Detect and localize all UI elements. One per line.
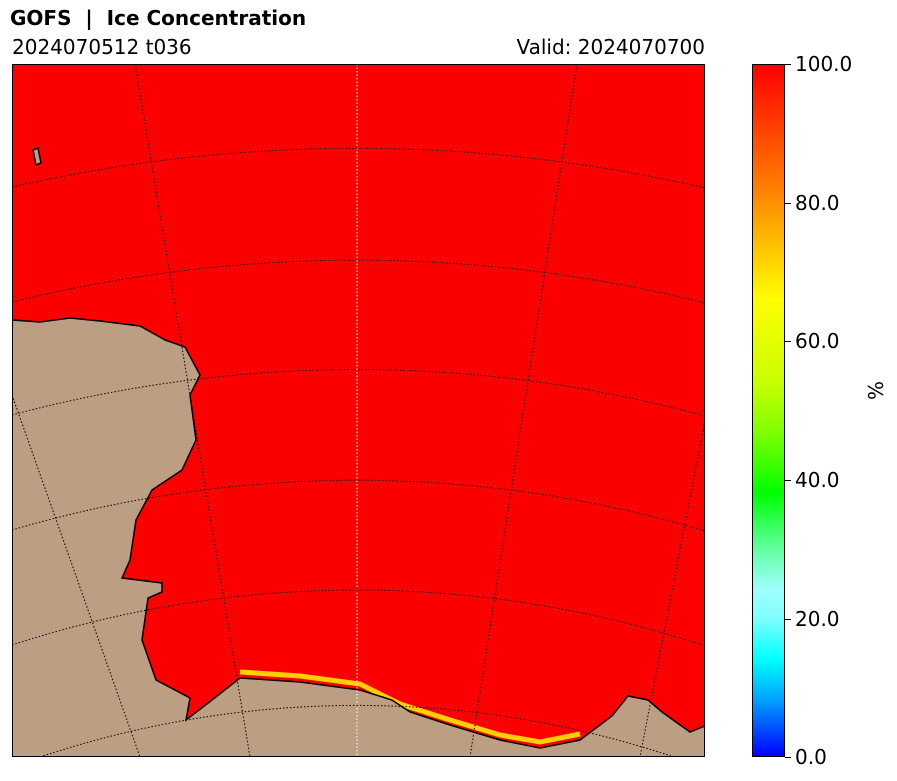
island <box>32 146 42 167</box>
colorbar-tick-label: 100.0 <box>795 52 853 76</box>
colorbar-tick-label: 80.0 <box>795 191 840 215</box>
colorbar-tick-label: 0.0 <box>795 745 827 769</box>
land-mass <box>12 317 705 757</box>
colorbar <box>752 64 785 757</box>
colorbar-tick-label: 60.0 <box>795 329 840 353</box>
colorbar-tick <box>785 203 791 204</box>
colorbar-tick-label: 40.0 <box>795 468 840 492</box>
colorbar-tick <box>785 757 791 758</box>
map-frame <box>12 64 705 757</box>
plot-title: GOFS | Ice Concentration <box>10 6 307 30</box>
graticule <box>12 64 705 757</box>
colorbar-tick <box>785 341 791 342</box>
run-label: 2024070512 t036 <box>12 35 192 59</box>
ice-concentration-map <box>12 64 705 757</box>
colorbar-tick-label: 20.0 <box>795 607 840 631</box>
colorbar-unit-label: % <box>864 380 888 400</box>
colorbar-tick <box>785 480 791 481</box>
ice-edge <box>239 669 581 745</box>
colorbar-tick <box>785 64 791 65</box>
colorbar-tick <box>785 619 791 620</box>
valid-label: Valid: 2024070700 <box>516 35 705 59</box>
